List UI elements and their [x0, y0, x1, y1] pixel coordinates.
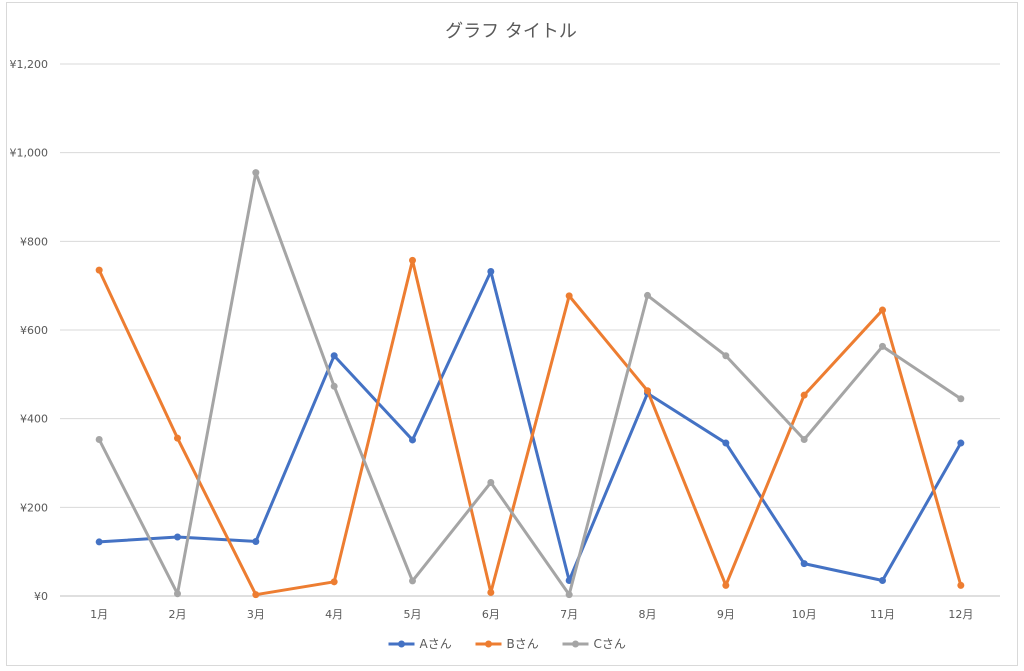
series-2	[95, 256, 965, 599]
x-tick-label: 9月	[717, 608, 735, 621]
series-line	[97, 171, 963, 597]
data-point	[487, 479, 495, 487]
x-tick-label: 7月	[560, 608, 578, 621]
data-point	[879, 576, 886, 584]
y-tick-label: ¥800	[20, 235, 48, 248]
series-1	[95, 267, 965, 584]
data-point	[95, 436, 103, 444]
data-point	[330, 352, 338, 360]
legend-label: Bさん	[507, 637, 539, 651]
data-point	[330, 382, 338, 390]
data-point	[409, 436, 416, 444]
x-tick-label: 8月	[639, 608, 657, 621]
x-tick-label: 4月	[325, 608, 343, 621]
data-point	[330, 578, 338, 586]
chart-title: グラフ タイトル	[445, 21, 577, 42]
legend: Aさん Bさん Cさん	[388, 637, 626, 651]
x-tick-label: 1月	[90, 608, 108, 621]
y-tick-label: ¥400	[20, 413, 48, 426]
x-tick-label: 10月	[792, 608, 817, 621]
y-tick-label: ¥200	[20, 501, 48, 514]
data-point	[957, 439, 965, 447]
data-point	[174, 533, 181, 541]
data-point	[252, 537, 260, 545]
x-tick-label: 5月	[404, 608, 422, 621]
data-point	[409, 577, 416, 585]
x-tick-label: 2月	[169, 608, 187, 621]
y-tick-label: ¥1,000	[10, 147, 49, 160]
series-line	[97, 258, 963, 597]
legend-item: Bさん	[475, 637, 539, 651]
data-point	[879, 342, 886, 350]
data-point	[409, 256, 416, 264]
data-point	[957, 581, 965, 589]
data-point	[879, 306, 886, 314]
legend-label: Cさん	[594, 637, 626, 651]
data-point	[174, 434, 181, 442]
data-point	[565, 591, 573, 599]
gridlines	[60, 63, 1000, 508]
series-3	[95, 169, 965, 599]
y-tick-label: ¥600	[20, 324, 48, 337]
data-point	[487, 588, 495, 596]
series-lines	[95, 169, 965, 599]
series-line	[97, 269, 963, 582]
data-point	[95, 266, 103, 274]
data-point	[565, 292, 573, 300]
data-point	[174, 590, 181, 598]
data-point	[487, 267, 495, 275]
data-point	[800, 560, 808, 568]
y-axis-tick-labels: ¥0 ¥200 ¥400 ¥600 ¥800 ¥1,000 ¥1,200	[10, 58, 49, 603]
x-tick-label: 12月	[948, 608, 973, 621]
data-point	[800, 391, 808, 399]
legend-marker	[485, 640, 492, 648]
x-tick-label: 11月	[870, 608, 895, 621]
data-point	[252, 591, 260, 599]
data-point	[95, 538, 103, 546]
data-point	[644, 291, 651, 299]
x-tick-label: 3月	[247, 608, 265, 621]
legend-marker	[398, 640, 405, 648]
data-point	[957, 395, 965, 403]
legend-item: Cさん	[562, 637, 626, 651]
legend-label: Aさん	[420, 637, 452, 651]
x-axis-tick-labels: 1月 2月 3月 4月 5月 6月 7月 8月 9月 10月 11月 12月	[90, 608, 973, 621]
legend-item: Aさん	[388, 637, 452, 651]
data-point	[722, 352, 730, 360]
x-tick-label: 6月	[482, 608, 500, 621]
data-point	[252, 169, 260, 177]
legend-marker	[572, 640, 579, 648]
data-point	[722, 439, 730, 447]
data-point	[644, 387, 651, 395]
data-point	[722, 581, 730, 589]
y-tick-label: ¥1,200	[10, 58, 49, 71]
y-tick-label: ¥0	[34, 590, 48, 603]
data-point	[800, 436, 808, 444]
